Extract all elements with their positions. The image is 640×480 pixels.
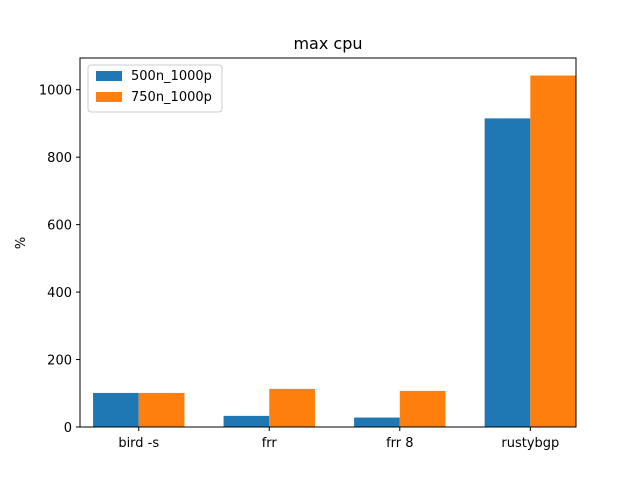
bar-series-1-3 [530,75,576,427]
bar-series-0-0 [93,392,139,427]
bar-series-0-1 [223,415,270,427]
y-axis: 0 200 400 600 800 1000 [39,84,80,436]
chart-title: max cpu [293,34,362,53]
bar-series-0-3 [484,118,531,428]
bar-series-1-1 [269,388,315,427]
y-tick-label-2: 400 [47,286,72,301]
x-tick-label-1: frr [262,436,278,451]
legend-label-series-1: 750n_1000p [131,90,212,105]
legend-swatch-series-1 [96,92,122,102]
y-axis-label: % [14,237,29,249]
x-tick-label-0: bird -s [118,436,159,451]
plot-frame [79,57,577,428]
y-tick-label-5: 1000 [39,84,72,99]
plot-area [93,75,576,428]
x-axis: bird -s frr frr 8 rustybgp [118,427,559,451]
legend-label-series-0: 500n_1000p [131,69,212,84]
bar-series-0-2 [354,417,400,427]
bar-series-1-0 [138,392,185,427]
x-tick-label-3: rustybgp [501,436,559,451]
legend: 500n_1000p 750n_1000p [87,64,223,113]
bar-series-1-2 [399,390,446,427]
y-tick-label-1: 200 [47,354,72,369]
legend-swatch-series-0 [96,71,122,81]
y-tick-label-0: 0 [64,421,72,436]
x-tick-label-2: frr 8 [386,436,413,451]
y-tick-label-4: 800 [47,151,72,166]
y-tick-label-3: 600 [47,219,72,234]
